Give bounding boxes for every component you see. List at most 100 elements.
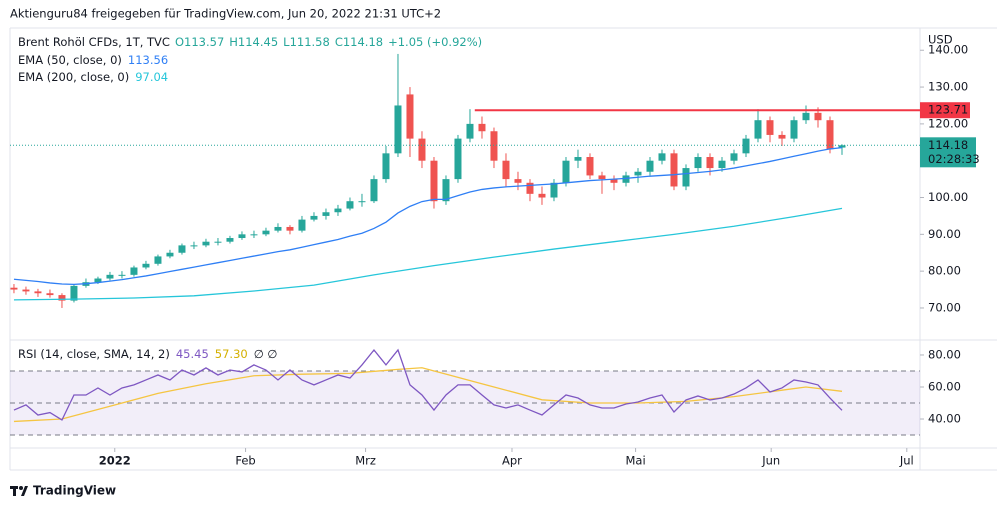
- candle-body: [130, 267, 138, 275]
- x-tick-label: Jul: [899, 454, 914, 468]
- candle-body: [766, 120, 774, 135]
- legend-value: 97.04: [135, 70, 168, 84]
- price-label-bg: [920, 137, 976, 168]
- candle-body: [46, 293, 54, 296]
- currency: USD: [928, 33, 953, 47]
- rsi-legend: RSI (14, close, SMA, 14, 2) 45.45 57.30 ∅ ∅: [18, 347, 277, 361]
- x-tick-label: Jun: [761, 454, 780, 468]
- candle-body: [502, 160, 510, 180]
- x-tick-label: Mai: [626, 454, 646, 468]
- candle-body: [322, 212, 330, 216]
- candle-body: [550, 182, 558, 198]
- candle-body: [10, 287, 18, 290]
- candle-body: [166, 252, 174, 257]
- candle-body: [430, 160, 438, 202]
- ema-line: [13, 207, 843, 301]
- candle-body: [598, 175, 606, 180]
- x-tick-label: 2022: [99, 454, 131, 468]
- candle-body: [478, 123, 486, 132]
- candle-body: [226, 238, 234, 242]
- candle-body: [622, 175, 630, 183]
- candle-body: [718, 160, 726, 169]
- candle-body: [334, 208, 342, 213]
- candle-body: [730, 153, 738, 161]
- candle-body: [178, 245, 186, 253]
- candle-body: [298, 219, 306, 231]
- candle-body: [118, 274, 126, 276]
- y-tick-label: 130.00: [928, 80, 968, 94]
- candle-body: [274, 226, 282, 231]
- y-tick-label: 120.00: [928, 116, 968, 130]
- legend-value: 113.56: [128, 53, 168, 67]
- low: L111.58: [283, 35, 330, 49]
- candle-body: [442, 179, 450, 202]
- rsi-sma-line: [13, 367, 843, 423]
- candle-body: [706, 157, 714, 169]
- candle-body: [22, 289, 30, 292]
- candle-body: [658, 153, 666, 161]
- candle-body: [538, 193, 546, 198]
- candle-body: [610, 179, 618, 183]
- candle-body: [370, 179, 378, 202]
- candle-body: [238, 234, 246, 239]
- countdown: 02:28:33: [928, 152, 980, 166]
- candle-body: [586, 157, 594, 176]
- candle-body: [574, 157, 582, 161]
- main-pane: [10, 53, 846, 308]
- candle-body: [694, 157, 702, 169]
- high: H114.45: [229, 35, 278, 49]
- candle-body: [754, 120, 762, 139]
- candle-body: [838, 145, 846, 148]
- close: C114.18: [335, 35, 383, 49]
- legend-value: 45.45: [176, 347, 209, 361]
- candle-body: [802, 112, 810, 121]
- candle-body: [94, 278, 102, 283]
- price-label-bg: [920, 102, 970, 119]
- candle-body: [286, 226, 294, 231]
- footer-brand: TradingView: [33, 484, 116, 498]
- y-tick-label: 70.00: [928, 300, 961, 314]
- candle-body: [202, 241, 210, 246]
- candle-body: [670, 153, 678, 187]
- legend-name: EMA (200, close, 0): [18, 70, 129, 84]
- ema200-legend: EMA (200, close, 0) 97.04: [18, 70, 168, 84]
- change: +1.05 (+0.92%): [388, 35, 482, 49]
- candle-body: [490, 131, 498, 161]
- candle-body: [154, 256, 162, 264]
- legend-name: RSI (14, close, SMA, 14, 2): [18, 347, 170, 361]
- candle-body: [814, 112, 822, 121]
- y-tick-label: 90.00: [928, 227, 961, 241]
- candle-body: [382, 153, 390, 180]
- main-legend: Brent Rohöl CFDs, 1T, TVC O113.57 H114.45 L…: [18, 35, 482, 49]
- candle-body: [214, 241, 222, 243]
- symbol: Brent Rohöl CFDs, 1T, TVC: [18, 35, 170, 49]
- candle-body: [826, 120, 834, 150]
- candle-body: [646, 160, 654, 172]
- y-tick-label: 80.00: [928, 347, 961, 361]
- candle-body: [742, 138, 750, 154]
- candle-body: [562, 160, 570, 183]
- ema50-legend: EMA (50, close, 0) 113.56: [18, 53, 168, 67]
- candle-body: [58, 295, 66, 301]
- ema-line: [13, 146, 843, 286]
- legend-extra: ∅ ∅: [254, 347, 278, 361]
- y-tick-label: 140.00: [928, 43, 968, 57]
- legend-name: EMA (50, close, 0): [18, 53, 122, 67]
- candle-body: [406, 94, 414, 139]
- candle-body: [106, 274, 114, 279]
- candle-body: [394, 105, 402, 154]
- candle-body: [466, 123, 474, 139]
- candle-body: [34, 291, 42, 294]
- y-tick-label: 80.00: [928, 264, 961, 278]
- candle-body: [142, 263, 150, 268]
- candle-body: [778, 134, 786, 139]
- candle-body: [454, 138, 462, 180]
- candle-body: [70, 285, 78, 301]
- candle-body: [358, 201, 366, 203]
- candle-body: [418, 138, 426, 161]
- x-tick-label: Apr: [502, 454, 522, 468]
- candle-body: [790, 120, 798, 139]
- candle-body: [526, 182, 534, 194]
- candle-body: [634, 171, 642, 176]
